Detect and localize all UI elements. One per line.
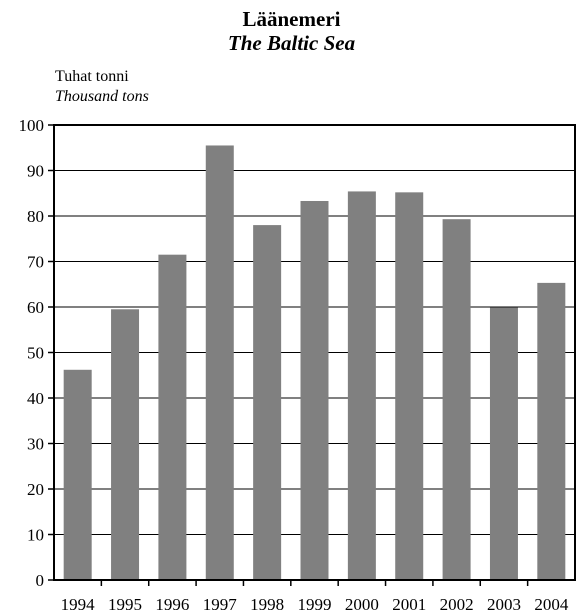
bar-2004 — [537, 282, 566, 580]
y-axis-ticks: 0 10 20 30 40 50 60 70 80 90 100 — [19, 116, 54, 590]
x-tick-label: 1999 — [298, 595, 332, 614]
x-tick-label: 1994 — [61, 595, 96, 614]
y-tick-label: 70 — [27, 253, 44, 272]
bar-1997 — [205, 145, 234, 580]
bar-1994 — [63, 369, 92, 580]
y-tick-label: 90 — [27, 162, 44, 181]
y-tick-label: 80 — [27, 207, 44, 226]
x-tick-label: 2004 — [534, 595, 569, 614]
x-tick-label: 1996 — [155, 595, 189, 614]
x-tick-label: 2003 — [487, 595, 521, 614]
y-tick-label: 100 — [19, 116, 45, 135]
y-tick-label: 20 — [27, 480, 44, 499]
x-tick-label: 2000 — [345, 595, 379, 614]
y-tick-label: 0 — [36, 571, 45, 590]
x-tick-label: 1998 — [250, 595, 284, 614]
bar-1999 — [300, 200, 329, 581]
bar-1996 — [158, 254, 187, 581]
bar-1998 — [253, 225, 282, 580]
y-tick-label: 50 — [27, 344, 44, 363]
bar-1995 — [111, 309, 140, 580]
bars — [63, 145, 566, 581]
bar-2002 — [442, 219, 471, 580]
y-axis-unit-label: Tuhat tonni — [55, 68, 129, 85]
bar-2000 — [347, 191, 376, 580]
x-tick-label: 2001 — [392, 595, 426, 614]
chart-subtitle: The Baltic Sea — [227, 31, 356, 55]
y-tick-label: 10 — [27, 526, 44, 545]
bar-2001 — [395, 192, 424, 580]
x-tick-label: 1997 — [203, 595, 238, 614]
x-tick-label: 2002 — [440, 595, 474, 614]
y-tick-label: 60 — [27, 298, 44, 317]
bar-2003 — [489, 307, 518, 580]
x-tick-label: 1995 — [108, 595, 142, 614]
chart-title: Läänemeri — [242, 7, 341, 31]
y-axis-unit-label-english: Thousand tons — [55, 88, 149, 105]
x-axis-ticks: 1994 1995 1996 1997 1998 1999 2000 2001 2002 2003… — [61, 580, 569, 614]
y-tick-label: 40 — [27, 389, 44, 408]
y-tick-label: 30 — [27, 435, 44, 454]
